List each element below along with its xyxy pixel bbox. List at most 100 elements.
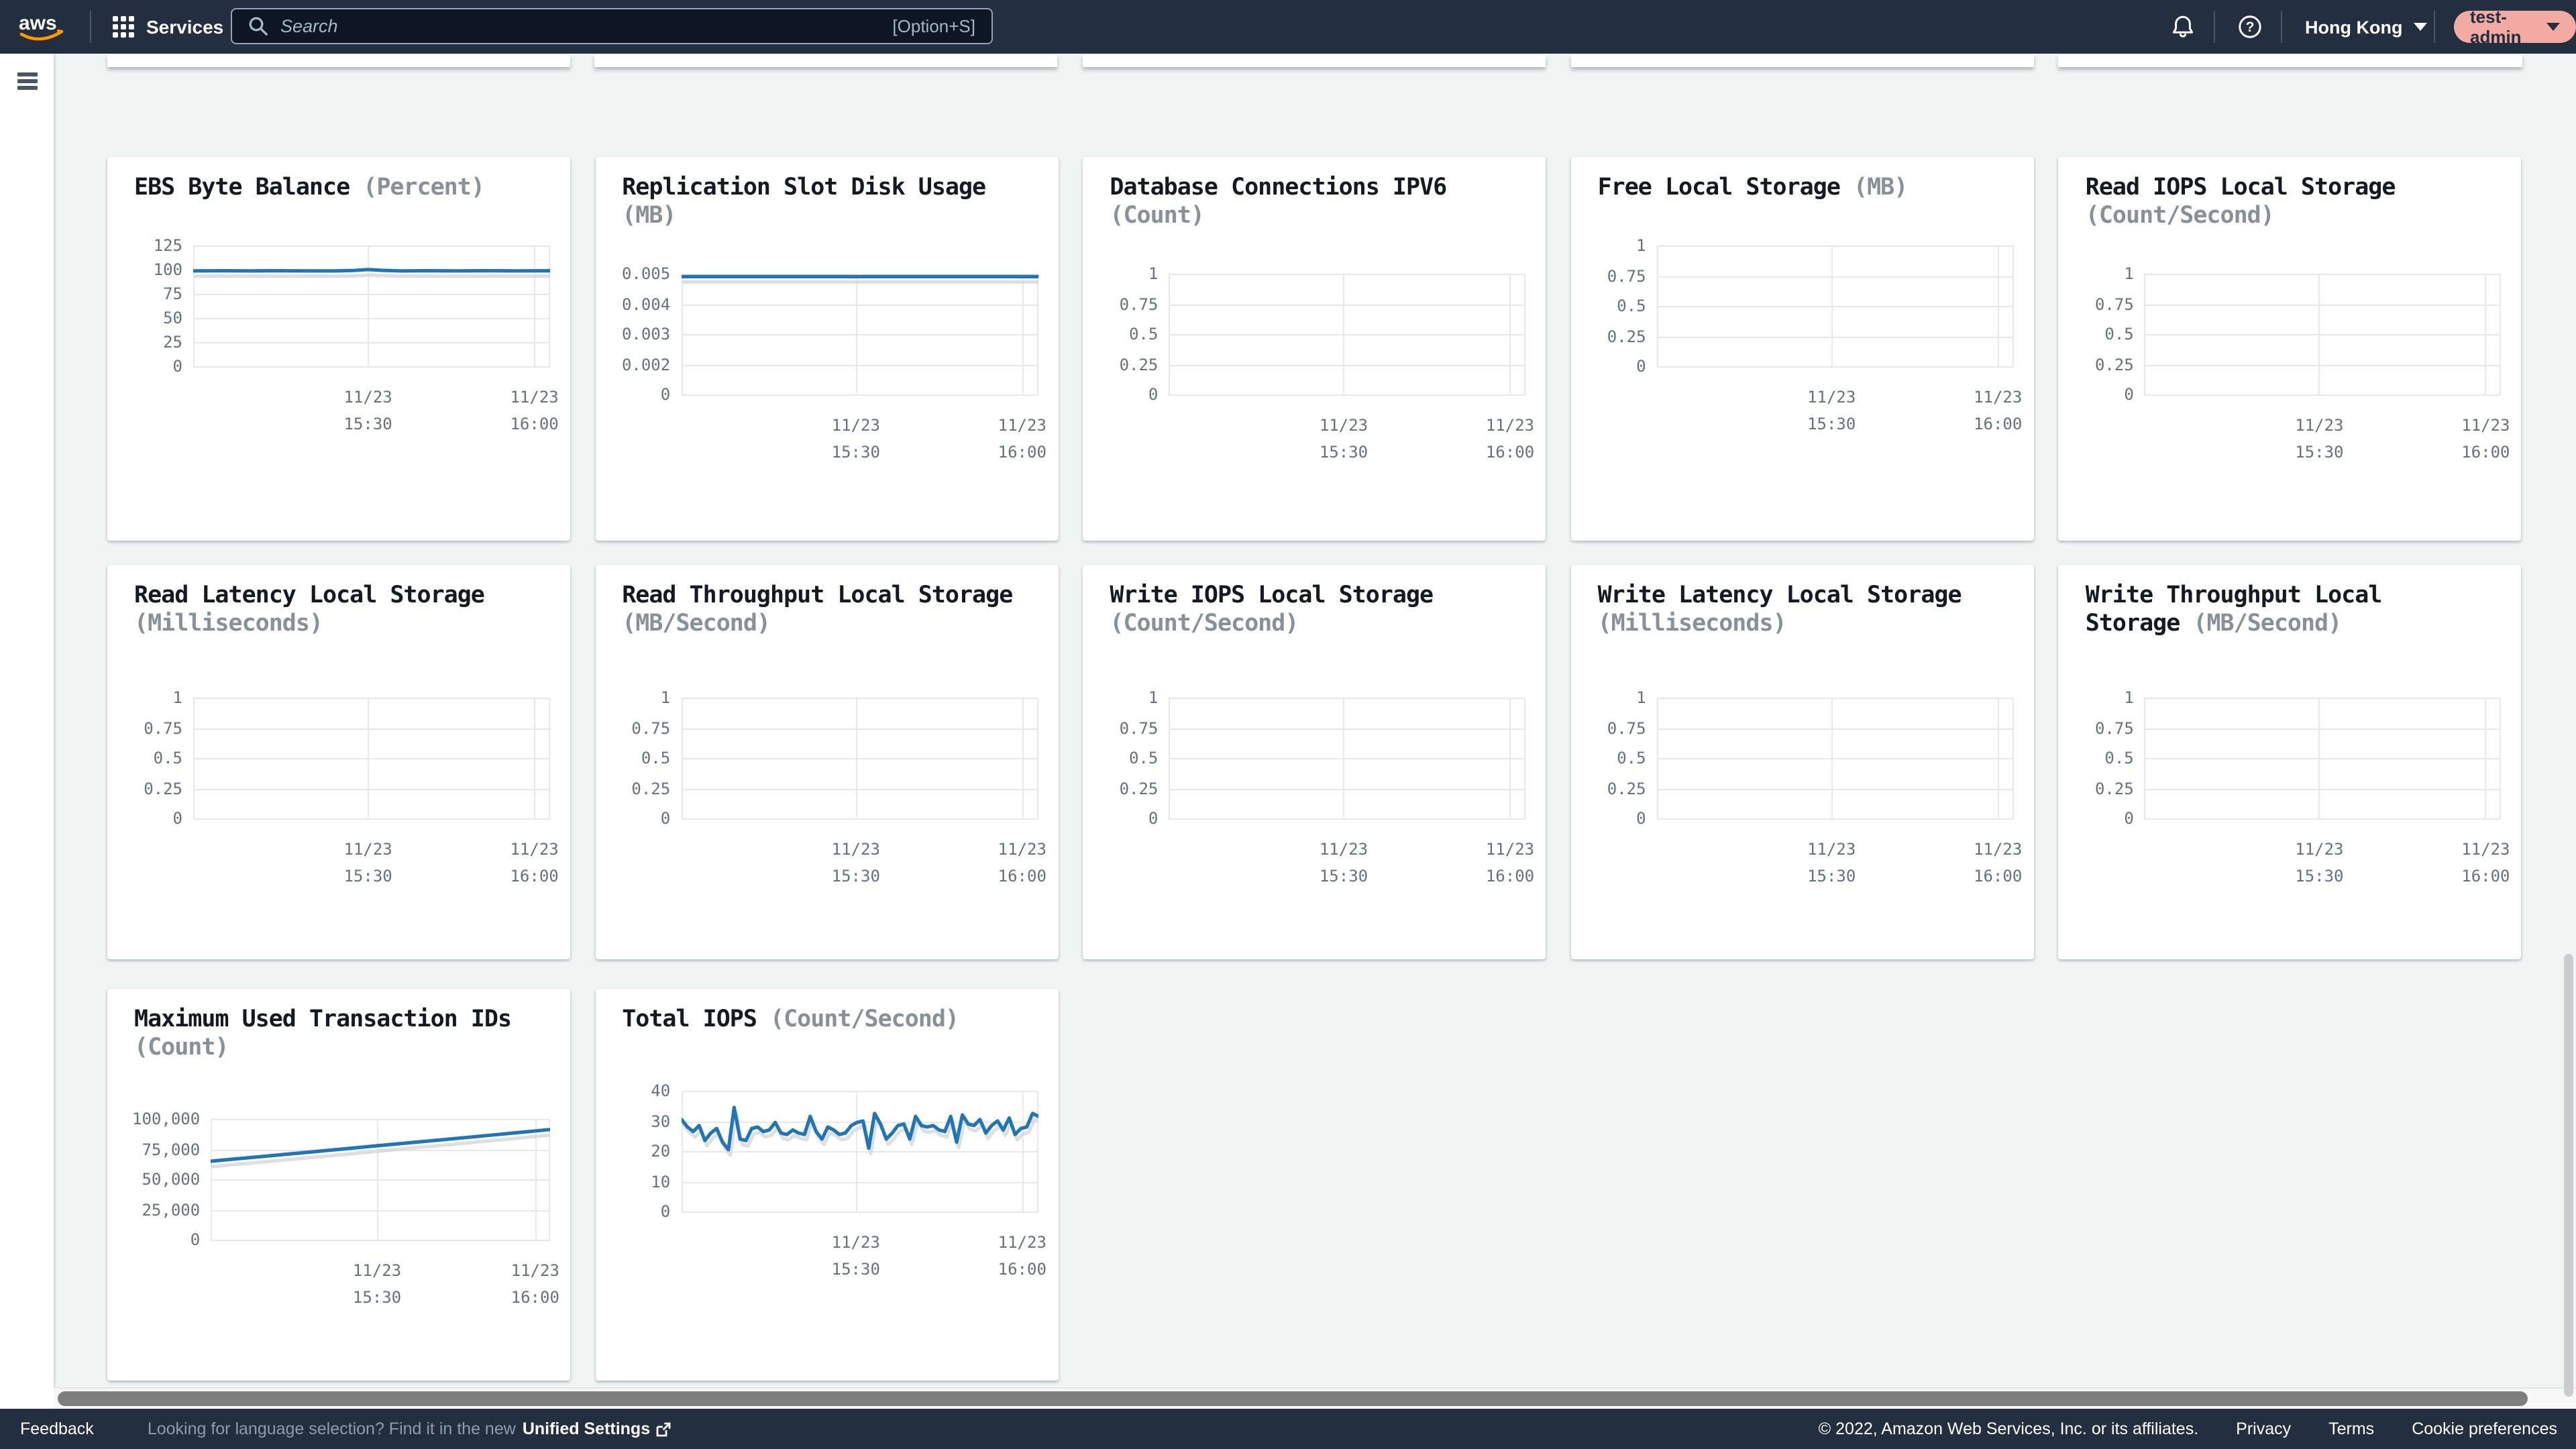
y-axis-tick-label: 1 (1636, 236, 1646, 255)
chevron-down-icon (2413, 23, 2427, 31)
x-axis-tick-label: 11/23 16:00 (998, 1233, 1046, 1279)
chart-unit-text: (Count) (134, 1034, 229, 1061)
y-axis-tick-label: 0 (660, 1202, 671, 1221)
account-menu-button[interactable]: test-admin (2454, 7, 2576, 47)
y-axis-tick-label: 1 (172, 688, 182, 707)
y-axis-tick-label: 30 (651, 1112, 671, 1130)
console-footer: Feedback Looking for language selection?… (0, 1409, 2576, 1449)
topbar-divider (90, 11, 91, 43)
x-axis-tick-label: 11/23 16:00 (1974, 388, 2023, 433)
chart-plot[interactable]: 1 0.75 0.5 0.25 0 11/23 15:30 11/23 16:00 (1571, 236, 2034, 447)
y-axis-tick-label: 0.5 (641, 749, 671, 767)
chart-plot[interactable]: 0.005 0.004 0.003 0.002 0 11/23 15:30 11/23 16:0… (595, 264, 1058, 475)
vertical-scrollbar-thumb[interactable] (2564, 954, 2573, 1397)
y-axis-tick-label: 0.75 (2094, 294, 2134, 313)
y-axis-tick-label: 0.25 (2094, 779, 2134, 798)
x-axis-tick-label: 11/23 15:30 (343, 388, 392, 433)
horizontal-scrollbar-thumb[interactable] (58, 1391, 2528, 1406)
privacy-link[interactable]: Privacy (2236, 1419, 2292, 1438)
y-axis-tick-label: 50,000 (142, 1170, 201, 1189)
chart-title: Write Throughput Local Storage (MB/Secon… (2059, 565, 2522, 639)
chart-title-text: Write Latency Local Storage (1597, 582, 1962, 609)
services-menu-button[interactable]: Services (113, 0, 223, 54)
y-axis-tick-label: 0.75 (144, 718, 182, 737)
metric-card: Read IOPS Local Storage (Count/Second) 1 0… (2058, 157, 2522, 541)
x-axis-tick-label: 11/23 15:30 (1319, 840, 1368, 885)
chart-title-text: Total IOPS (622, 1006, 757, 1033)
metric-card: Write IOPS Local Storage (Count/Second) 1… (1083, 565, 1546, 959)
chart-plot[interactable]: 40 30 20 10 0 11/23 15:30 11/23 16:00 (595, 1081, 1058, 1292)
y-axis-tick-label: 0.75 (1119, 718, 1159, 737)
chart-plot[interactable]: 1 0.75 0.5 0.25 0 11/23 15:30 11/23 16:00 (595, 688, 1058, 899)
x-axis-tick-label: 11/23 16:00 (1974, 840, 2023, 885)
chart-canvas (1169, 274, 1526, 396)
chart-canvas (681, 698, 1038, 820)
chart-plot[interactable]: 1 0.75 0.5 0.25 0 11/23 15:30 11/23 16:00 (2059, 688, 2522, 899)
y-axis-tick-label: 0.5 (1617, 297, 1646, 315)
chevron-down-icon (2546, 23, 2560, 31)
topbar-divider (2281, 11, 2282, 43)
chart-plot[interactable]: 1 0.75 0.5 0.25 0 11/23 15:30 11/23 16:00 (1571, 688, 2034, 899)
y-axis-tick-label: 0 (1148, 385, 1159, 404)
region-label: Hong Kong (2305, 17, 2403, 37)
search-shortcut-hint: [Option+S] (892, 16, 975, 36)
chart-canvas (1169, 698, 1526, 820)
chart-title-text: Write IOPS Local Storage (1110, 582, 1434, 609)
x-axis-tick-label: 11/23 16:00 (510, 840, 559, 885)
chart-plot[interactable]: 1 0.75 0.5 0.25 0 11/23 15:30 11/23 16:00 (1083, 264, 1546, 475)
chart-title-text: Read Throughput Local Storage (622, 582, 1013, 609)
chart-title-text: Read Latency Local Storage (134, 582, 485, 609)
help-icon[interactable]: ? (2238, 15, 2262, 39)
y-axis-tick-label: 0.5 (2104, 749, 2134, 767)
y-axis-tick-label: 75,000 (142, 1140, 201, 1159)
top-navigation-bar: aws Services Search [Option+S] (0, 0, 2576, 54)
chart-unit-text: (Count/Second) (770, 1006, 959, 1033)
services-label: Services (146, 16, 224, 38)
x-axis-tick-label: 11/23 16:00 (2461, 840, 2510, 885)
chart-unit-text: (MB) (1854, 174, 1908, 201)
chart-unit-text: (Count) (1110, 203, 1205, 229)
chart-unit-text: (MB/Second) (2193, 610, 2342, 637)
y-axis-tick-label: 125 (153, 236, 182, 255)
x-axis-tick-label: 11/23 16:00 (1485, 840, 1535, 885)
metric-card: Total IOPS (Count/Second) 40 30 20 10 0 11/23 1… (595, 989, 1059, 1381)
menu-hamburger-icon[interactable] (17, 72, 38, 90)
svg-text:?: ? (2246, 19, 2255, 35)
x-axis-tick-label: 11/23 16:00 (511, 1261, 559, 1307)
chart-title: Read IOPS Local Storage (Count/Second) (2059, 157, 2522, 231)
chart-unit-text: (Count/Second) (2085, 203, 2275, 229)
y-axis-tick-label: 0 (1636, 809, 1646, 828)
y-axis-tick-label: 0.75 (1607, 266, 1646, 285)
chart-plot[interactable]: 100,000 75,000 50,000 25,000 0 11/23 15:30 11/2… (107, 1110, 570, 1320)
chart-title: Total IOPS (Count/Second) (595, 989, 1058, 1034)
x-axis-tick-label: 11/23 15:30 (1319, 416, 1368, 462)
y-axis-tick-label: 0 (172, 357, 182, 376)
feedback-link[interactable]: Feedback (20, 1419, 94, 1438)
search-input[interactable]: Search [Option+S] (231, 8, 993, 44)
x-axis-tick-label: 11/23 15:30 (1807, 840, 1856, 885)
y-axis-tick-label: 1 (660, 688, 671, 707)
notifications-bell-icon[interactable] (2171, 15, 2195, 39)
cookie-preferences-link[interactable]: Cookie preferences (2412, 1419, 2557, 1438)
chart-unit-text: (MB) (622, 203, 676, 229)
aws-logo-text: aws (19, 12, 57, 34)
chart-plot[interactable]: 1 0.75 0.5 0.25 0 11/23 15:30 11/23 16:00 (107, 688, 570, 899)
chart-plot[interactable]: 125 100 75 50 25 0 11/23 15:30 11/23 16:00 (107, 236, 570, 447)
aws-logo[interactable]: aws (13, 9, 72, 46)
metric-card: Replication Slot Disk Usage (MB) 0.005 0.0… (595, 157, 1059, 541)
unified-settings-link[interactable]: Unified Settings (523, 1419, 670, 1438)
y-axis-tick-label: 50 (163, 309, 182, 327)
chart-title: Replication Slot Disk Usage (MB) (595, 157, 1058, 231)
y-axis-tick-label: 0 (660, 385, 671, 404)
chart-plot[interactable]: 1 0.75 0.5 0.25 0 11/23 15:30 11/23 16:00 (1083, 688, 1546, 899)
x-axis-tick-label: 11/23 15:30 (1807, 388, 1856, 433)
x-axis-tick-label: 11/23 15:30 (831, 416, 880, 462)
chart-canvas (2144, 274, 2502, 396)
region-selector[interactable]: Hong Kong (2305, 0, 2427, 54)
chart-unit-text: (Percent) (363, 174, 485, 201)
y-axis-tick-label: 10 (651, 1172, 671, 1191)
chart-plot[interactable]: 1 0.75 0.5 0.25 0 11/23 15:30 11/23 16:00 (2059, 264, 2522, 475)
terms-link[interactable]: Terms (2328, 1419, 2375, 1438)
chart-title: Write IOPS Local Storage (Count/Second) (1083, 565, 1546, 639)
